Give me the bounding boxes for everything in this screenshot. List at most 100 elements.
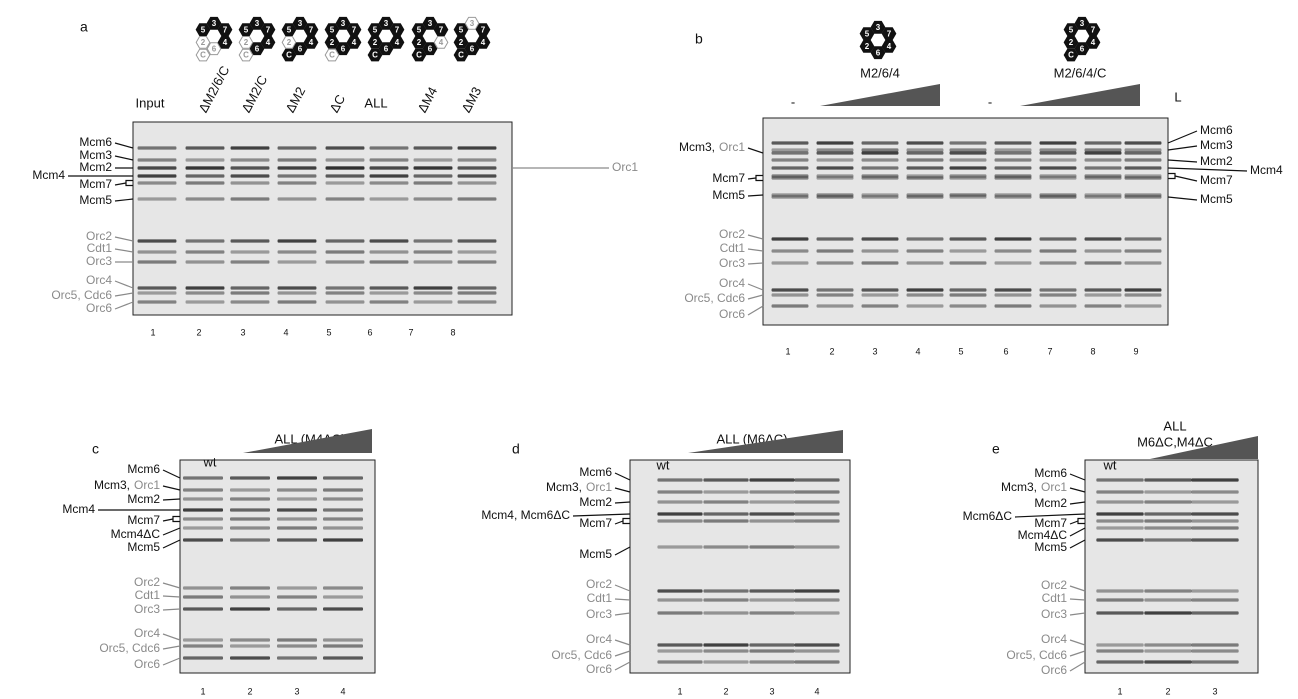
gel-band [183, 638, 223, 641]
label-text: Mcm4 [62, 502, 95, 516]
gel-band [907, 261, 944, 264]
gel-band [326, 158, 365, 161]
label-bracket [173, 517, 180, 522]
gel-band [1191, 478, 1238, 481]
gel-band [817, 174, 854, 177]
gel-band [950, 288, 987, 291]
gel-band [186, 158, 225, 161]
subunit-label: 3 [876, 23, 881, 32]
gel-band [230, 638, 270, 641]
band-label: Mcm3,Orc1 [94, 478, 160, 492]
gel-band [1040, 174, 1077, 177]
gel-band [950, 293, 987, 296]
label-text: Mcm7 [79, 177, 112, 191]
gel-band [749, 519, 794, 522]
lane-number: 3 [294, 686, 299, 696]
lane-number: 8 [1090, 346, 1095, 356]
lane-header: wt [1103, 457, 1117, 472]
lane-number: 1 [785, 346, 790, 356]
band-label: Mcm6 [127, 462, 160, 476]
gel-band [1085, 237, 1122, 240]
gel-band [277, 497, 317, 500]
gel-band [138, 174, 177, 177]
label-line [748, 178, 756, 179]
gel-band [414, 174, 453, 177]
gel-band [230, 644, 270, 647]
label-gray-text: Orc2 [1041, 578, 1067, 592]
gel-band [907, 141, 944, 144]
band-label: Orc4 [134, 626, 160, 640]
titration-wedge [820, 84, 940, 106]
band-label: Orc6 [134, 657, 160, 671]
gel-band [950, 158, 987, 161]
gel-band [458, 250, 497, 253]
label-gray-text: Orc4 [719, 276, 745, 290]
gel-band [183, 488, 223, 491]
gel-band [183, 656, 223, 659]
gel-band [1096, 611, 1143, 614]
gel-band [277, 644, 317, 647]
label-text: Mcm4 [1250, 163, 1283, 177]
band-label: Orc3 [86, 254, 112, 268]
label-line [1070, 613, 1085, 615]
gel-band [862, 195, 899, 198]
gel-band [183, 607, 223, 610]
gel-band [278, 286, 317, 289]
gel-band [370, 146, 409, 149]
gel-band [907, 288, 944, 291]
label-line [163, 596, 180, 597]
label-line [615, 613, 630, 615]
gel-band [950, 195, 987, 198]
band-label: Orc5, Cdc6 [684, 291, 745, 305]
label-gray-text: Cdt1 [135, 588, 161, 602]
band-label: Mcm2 [1200, 154, 1233, 168]
gel-band [278, 158, 317, 161]
gel-band [458, 300, 497, 303]
gel-band [794, 519, 839, 522]
band-label: Mcm2 [127, 492, 160, 506]
gel-band [995, 304, 1032, 307]
lane-number: 4 [340, 686, 345, 696]
label-gray-text: Orc5, Cdc6 [99, 641, 160, 655]
gel-band [703, 643, 748, 646]
label-line [1168, 146, 1197, 150]
lane-header: Input [136, 95, 165, 110]
band-label: Mcm7 [1200, 173, 1233, 187]
label-line [163, 634, 180, 640]
gel-band [1040, 249, 1077, 252]
gel-band [183, 497, 223, 500]
gel-band [749, 660, 794, 663]
gel-band [370, 286, 409, 289]
gel-band [1125, 195, 1162, 198]
subunit-label: 6 [876, 48, 881, 57]
label-gray-text: Orc5, Cdc6 [551, 648, 612, 662]
band-label: Mcm6 [1034, 466, 1067, 480]
gel-band [1096, 526, 1143, 529]
label-line [163, 609, 180, 610]
label-line [1070, 640, 1085, 645]
gel-band [1085, 166, 1122, 169]
subunit-label: 5 [865, 29, 870, 38]
gel-band [862, 166, 899, 169]
label-line [615, 651, 630, 656]
gel-band [1191, 500, 1238, 503]
label-gray-text: Orc1 [134, 478, 160, 492]
gel-band [1125, 261, 1162, 264]
gel-band [1040, 148, 1077, 151]
gel-band [907, 237, 944, 240]
band-label: Mcm6 [1200, 123, 1233, 137]
gel-band [231, 250, 270, 253]
gel-band [1125, 249, 1162, 252]
band-label: Mcm6 [79, 135, 112, 149]
label-text: Mcm2 [1200, 154, 1233, 168]
gel-band [950, 151, 987, 154]
gel [133, 122, 512, 315]
subunit-label: 2 [865, 42, 870, 51]
subunit-label: 5 [201, 25, 206, 34]
gel-band [794, 500, 839, 503]
gel-band [772, 304, 809, 307]
label-bracket [126, 181, 133, 186]
lane-number: 1 [1117, 686, 1122, 696]
label-line [748, 306, 763, 315]
gel-band [278, 166, 317, 169]
